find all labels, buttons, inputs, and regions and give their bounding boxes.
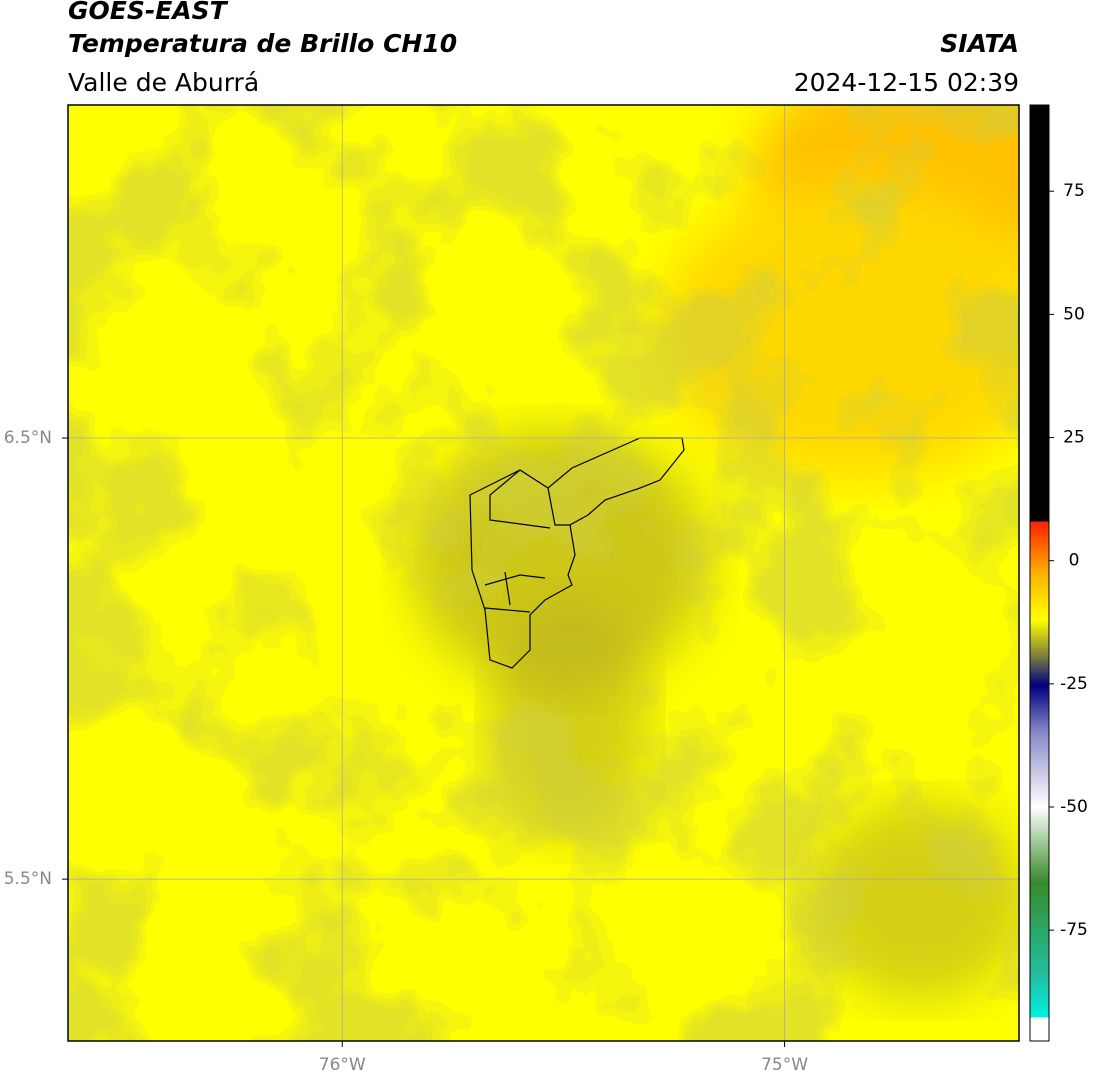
colorbar-tick-label: 25	[1063, 428, 1085, 448]
map-image	[68, 105, 1019, 1041]
colorbar-tick-label: 50	[1063, 304, 1085, 324]
title: GOES-EAST	[68, 0, 229, 25]
colorbar-tick-label: 75	[1063, 181, 1085, 201]
source: SIATA	[940, 29, 1019, 58]
y-tick-label: 5.5°N	[4, 869, 52, 889]
colorbar-tick-label: 0	[1069, 551, 1080, 571]
colorbar-tick-label: -50	[1060, 797, 1088, 817]
region: Valle de Aburrá	[68, 68, 259, 97]
timestamp: 2024-12-15 02:39	[794, 68, 1019, 97]
y-tick-label: 6.5°N	[4, 428, 52, 448]
x-tick-label: 76°W	[319, 1055, 366, 1075]
colorbar-tick-label: -25	[1060, 674, 1088, 694]
subtitle: Temperatura de Brillo CH10	[68, 29, 457, 58]
x-tick-label: 75°W	[761, 1055, 808, 1075]
colorbar	[1029, 104, 1050, 1042]
colorbar-tick-label: -75	[1060, 920, 1088, 940]
map-frame	[67, 104, 1020, 1042]
